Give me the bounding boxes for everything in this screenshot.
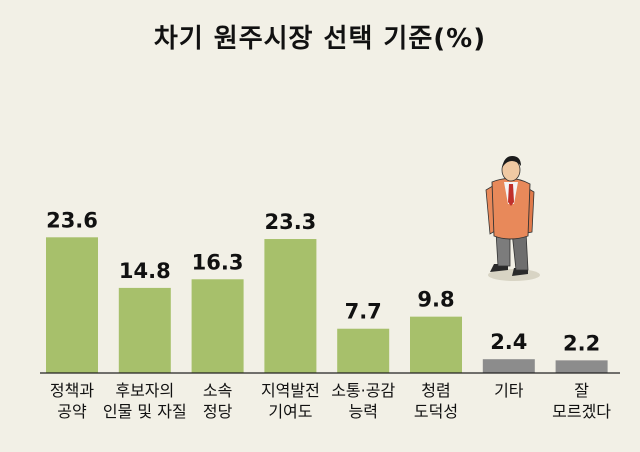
value-label-4: 23.3 [264,210,316,234]
value-label-7: 2.4 [490,330,527,354]
value-label-6: 9.8 [417,288,454,312]
bar-8 [555,360,608,373]
person-illustration [485,156,540,281]
category-label-8-line-2: 모르겠다 [552,402,611,421]
chart-title: 차기 원주시장 선택 기준(%) [153,24,487,54]
category-label-2-line-1: 후보자의 [115,381,174,400]
bars-layer [46,237,608,373]
bar-7 [482,359,535,373]
value-label-1: 23.6 [46,208,98,232]
category-label-4-line-1: 지역발전 [261,381,320,400]
bar-3 [191,279,244,373]
value-labels-layer: 23.6 14.8 16.3 23.3 7.7 9.8 2.4 2.2 [46,208,600,355]
bar-6 [410,316,462,373]
bar-4 [264,239,317,373]
value-label-8: 2.2 [563,331,600,355]
category-label-7-line-1: 기타 [494,381,524,400]
category-label-3-line-2: 정당 [203,402,233,421]
category-label-2-line-2: 인물 및 자질 [103,402,187,421]
category-label-4-line-2: 기여도 [268,402,312,421]
category-label-6-line-1: 청렴 [421,381,450,400]
category-label-6-line-2: 도덕성 [414,402,458,421]
category-label-5-line-2: 능력 [348,402,377,421]
category-label-1-line-1: 정책과 [50,381,94,400]
category-label-3-line-1: 소속 [203,381,232,400]
bar-2 [118,287,171,373]
value-label-2: 14.8 [119,259,171,283]
category-label-5-line-1: 소통·공감 [331,381,395,400]
bar-1 [46,237,98,373]
value-label-3: 16.3 [192,250,244,274]
category-label-8-line-1: 잘 [574,381,589,400]
value-label-5: 7.7 [345,300,382,324]
category-label-1-line-2: 공약 [57,402,87,421]
bar-5 [337,328,390,373]
